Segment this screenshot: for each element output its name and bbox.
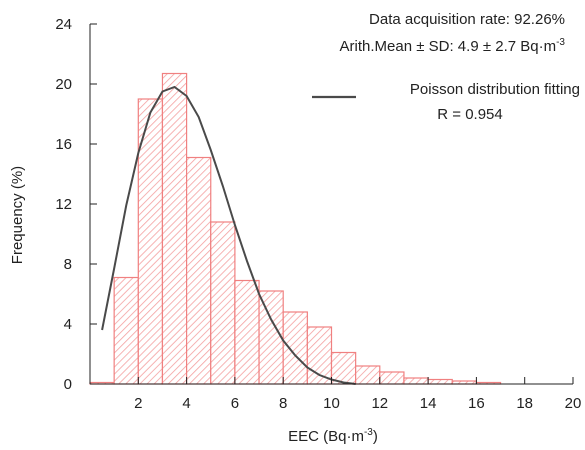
x-axis-title: EEC (Bq·m-3)	[288, 427, 378, 445]
y-tick-label: 24	[55, 16, 72, 33]
histogram-bar	[427, 378, 453, 385]
y-tick-label: 0	[64, 376, 72, 393]
y-tick-label: 8	[64, 256, 72, 273]
histogram-bar	[282, 311, 308, 385]
y-tick-label: 4	[64, 316, 72, 333]
histogram-bar	[258, 290, 284, 385]
x-tick-label: 4	[182, 395, 190, 412]
histogram-bar	[186, 156, 212, 385]
legend-r-value: R = 0.954	[437, 106, 502, 123]
y-tick-label: 20	[55, 76, 72, 93]
histogram-bar	[113, 276, 139, 385]
x-tick-label: 18	[516, 395, 533, 412]
x-tick-label: 12	[371, 395, 388, 412]
annotation-mean-sd: Arith.Mean ± SD: 4.9 ± 2.7 Bq·m-3	[340, 37, 566, 55]
histogram-bar	[355, 365, 381, 385]
bar-group	[89, 72, 502, 385]
x-tick-label: 8	[279, 395, 287, 412]
annotation-mean-sd-superscript: -3	[556, 37, 565, 48]
x-tick-label: 20	[565, 395, 582, 412]
y-tick-label: 12	[55, 196, 72, 213]
x-tick-label: 14	[420, 395, 437, 412]
y-axis-title: Frequency (%)	[9, 166, 26, 264]
annotation-acquisition-rate: Data acquisition rate: 92.26%	[369, 11, 565, 28]
histogram-bar	[161, 72, 188, 385]
legend-label: Poisson distribution fitting	[410, 81, 580, 98]
poisson-fit-curve	[101, 85, 356, 385]
x-axis-title-superscript: -3	[364, 427, 373, 438]
x-tick-label: 2	[134, 395, 142, 412]
histogram-bar	[403, 377, 429, 385]
x-tick-label: 6	[231, 395, 239, 412]
histogram-bar	[379, 371, 405, 385]
histogram-bar	[330, 351, 357, 385]
histogram-bar	[234, 279, 260, 385]
histogram-bar	[210, 221, 236, 385]
x-tick-label: 16	[468, 395, 485, 412]
x-tick-label: 10	[323, 395, 340, 412]
y-tick-label: 16	[55, 136, 72, 153]
